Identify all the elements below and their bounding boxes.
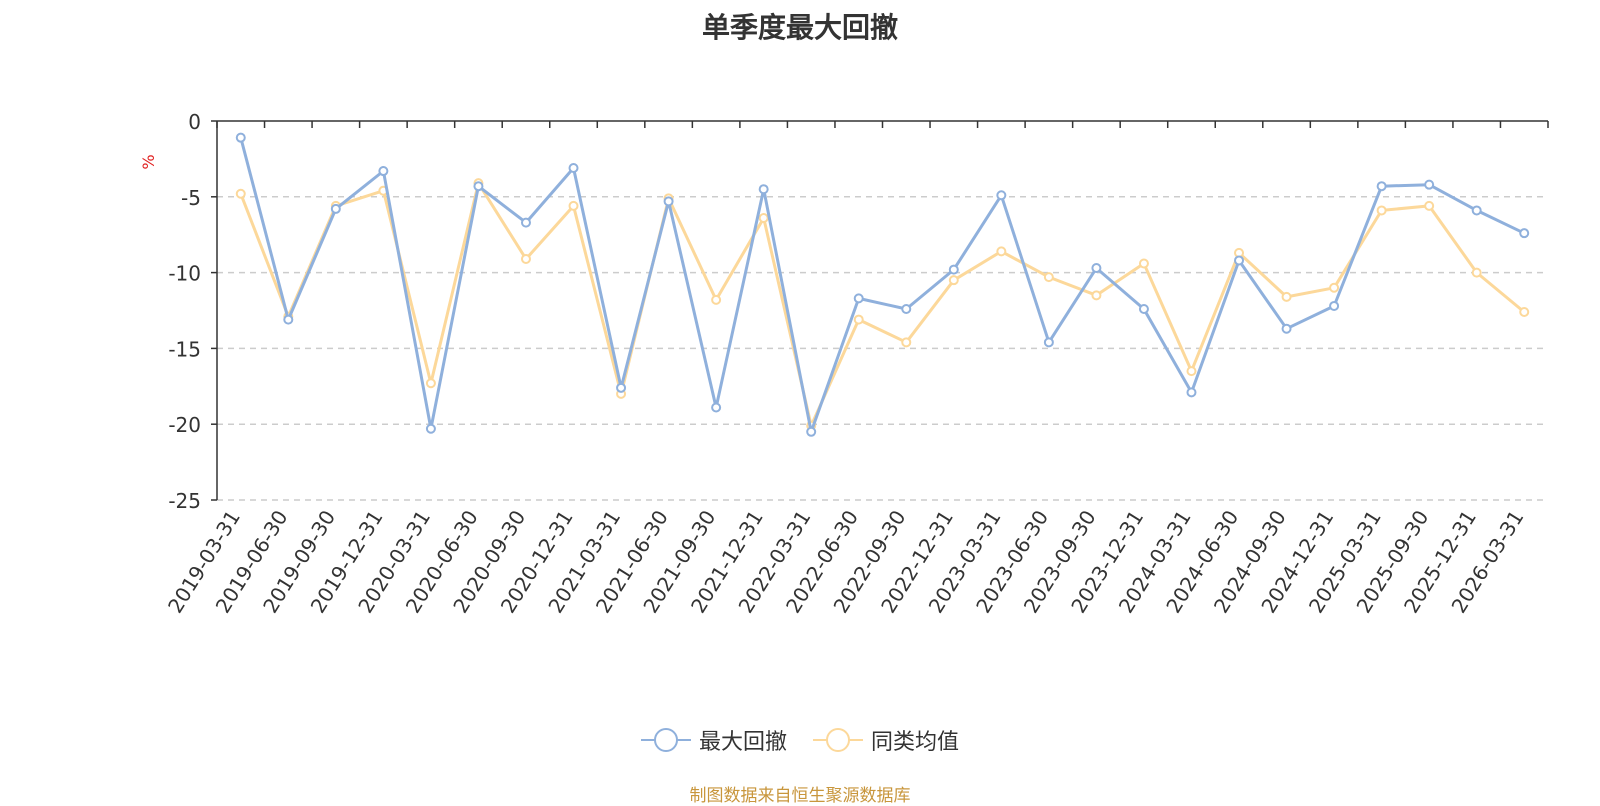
data-point[interactable] [996, 190, 1007, 201]
legend-label: 同类均值 [871, 730, 960, 755]
data-point[interactable] [568, 162, 579, 173]
y-axis-label: % [139, 154, 158, 169]
data-point[interactable] [758, 213, 769, 224]
chart-title: 单季度最大回撤 [701, 11, 898, 44]
data-point[interactable] [1519, 307, 1530, 318]
data-point[interactable] [378, 166, 389, 177]
data-point[interactable] [948, 264, 959, 275]
data-point[interactable] [1329, 300, 1340, 311]
data-point[interactable] [1043, 337, 1054, 348]
data-point[interactable] [1376, 181, 1387, 192]
y-tick-label: -15 [168, 337, 201, 361]
legend-marker-icon [813, 728, 863, 752]
data-point[interactable] [1091, 263, 1102, 274]
data-point[interactable] [330, 203, 341, 214]
data-point[interactable] [616, 382, 627, 393]
data-point[interactable] [711, 402, 722, 413]
data-point[interactable] [663, 196, 674, 207]
data-point[interactable] [1376, 205, 1387, 216]
data-point[interactable] [473, 181, 484, 192]
legend: 最大回撤 同类均值 [0, 724, 1600, 756]
series-line-peer-average [239, 181, 1526, 428]
data-point[interactable] [520, 253, 531, 264]
data-point[interactable] [806, 426, 817, 437]
data-point[interactable] [1186, 387, 1197, 398]
data-point[interactable] [520, 217, 531, 228]
data-point[interactable] [1471, 205, 1482, 216]
data-point[interactable] [1186, 366, 1197, 377]
data-point[interactable] [1234, 255, 1245, 266]
data-point[interactable] [425, 423, 436, 434]
data-point[interactable] [1091, 290, 1102, 301]
y-tick-label: -10 [168, 262, 201, 286]
data-point[interactable] [1329, 282, 1340, 293]
data-point[interactable] [901, 337, 912, 348]
data-point[interactable] [1471, 267, 1482, 278]
data-point[interactable] [996, 246, 1007, 257]
data-point[interactable] [711, 294, 722, 305]
legend-item-max-drawdown[interactable]: 最大回撤 [640, 724, 787, 756]
data-point[interactable] [1424, 200, 1435, 211]
data-point[interactable] [1138, 303, 1149, 314]
data-point[interactable] [1281, 291, 1292, 302]
y-tick-label: -25 [168, 489, 201, 513]
data-point[interactable] [1281, 323, 1292, 334]
data-point[interactable] [1519, 228, 1530, 239]
data-point[interactable] [1043, 272, 1054, 283]
data-point[interactable] [235, 188, 246, 199]
y-tick-label: -20 [168, 413, 201, 437]
data-point[interactable] [1424, 179, 1435, 190]
data-point[interactable] [901, 303, 912, 314]
series-line-max-drawdown [239, 137, 1525, 434]
data-point[interactable] [283, 314, 294, 325]
data-point[interactable] [425, 378, 436, 389]
data-point[interactable] [235, 132, 246, 143]
legend-marker-icon [640, 728, 691, 752]
legend-item-peer-average[interactable]: 同类均值 [813, 724, 959, 756]
data-point[interactable] [568, 200, 579, 211]
data-point[interactable] [948, 275, 959, 286]
source-note: 制图数据来自恒生聚源数据库 [689, 786, 911, 806]
y-tick-label: 0 [188, 110, 201, 134]
data-point[interactable] [1138, 258, 1149, 269]
y-tick-label: -5 [181, 186, 201, 210]
legend-label: 最大回撤 [698, 730, 787, 755]
data-point[interactable] [758, 184, 769, 195]
data-point[interactable] [853, 293, 864, 304]
data-point[interactable] [853, 314, 864, 325]
